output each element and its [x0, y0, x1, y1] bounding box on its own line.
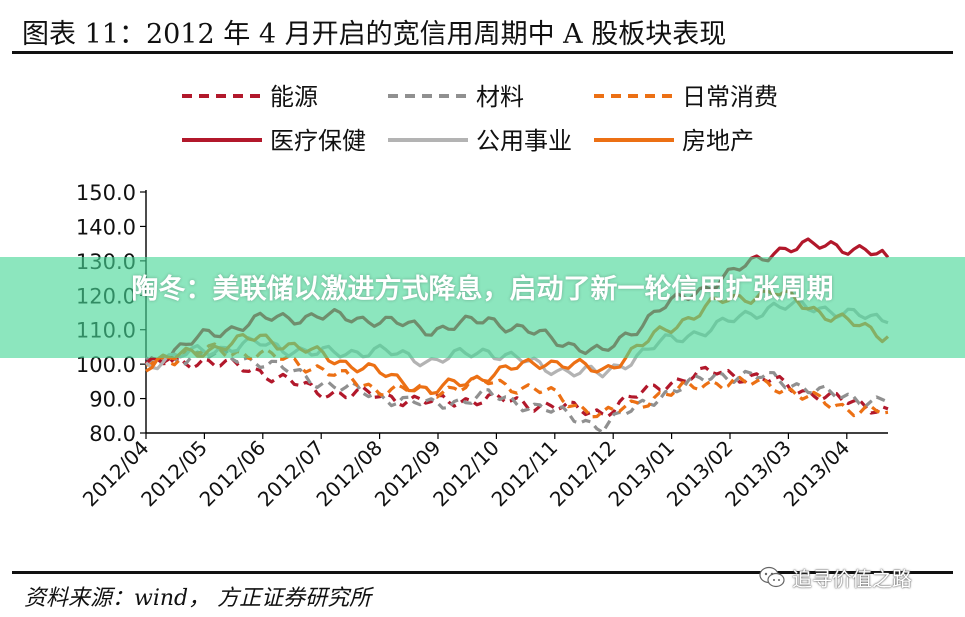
headline-banner — [0, 257, 965, 358]
legend-label-0: 能源 — [270, 83, 318, 111]
legend-label-5: 房地产 — [682, 127, 754, 155]
source-note: 资料来源：wind， 方正证券研究所 — [24, 586, 372, 611]
series-line-1 — [145, 347, 889, 434]
wechat-icon — [759, 566, 785, 588]
chart-title: 图表 11：2012 年 4 月开启的宽信用周期中 A 股板块表现 — [22, 19, 727, 50]
legend-label-1: 材料 — [476, 83, 524, 111]
y-tick-label: 80.0 — [89, 422, 136, 446]
watermark: 追寻价值之路 — [758, 562, 912, 592]
watermark-text: 追寻价值之路 — [792, 566, 912, 591]
legend-label-3: 医疗保健 — [270, 127, 366, 155]
y-tick-label: 150.0 — [76, 181, 136, 205]
title-divider — [12, 51, 953, 54]
y-tick-label: 90.0 — [89, 388, 136, 412]
legend-label-2: 日常消费 — [682, 83, 778, 111]
legend-label-4: 公用事业 — [476, 127, 572, 155]
y-tick-label: 140.0 — [76, 215, 136, 239]
series-line-0 — [144, 356, 889, 418]
source-divider — [12, 571, 953, 574]
headline-text[interactable]: 陶冬：美联储以激进方式降息，启动了新一轮信用扩张周期 — [131, 274, 834, 305]
